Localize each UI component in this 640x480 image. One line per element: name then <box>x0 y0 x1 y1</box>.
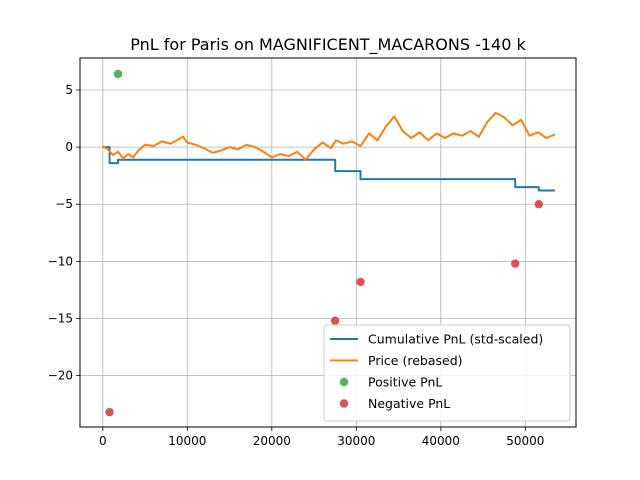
y-tick-label: 5 <box>65 83 73 97</box>
legend-label: Positive PnL <box>368 375 442 390</box>
cumulative-pnl-line <box>102 146 555 192</box>
legend-label: Negative PnL <box>368 396 450 411</box>
scatter-point <box>356 277 365 287</box>
x-tick-label: 30000 <box>337 434 375 448</box>
legend-marker <box>339 377 349 387</box>
x-tick-label: 50000 <box>506 434 544 448</box>
series-layer <box>102 69 556 417</box>
legend-label: Price (rebased) <box>368 353 463 368</box>
plot-frame <box>79 57 577 428</box>
x-tick-label: 40000 <box>422 434 460 448</box>
y-tick-label: −5 <box>55 197 73 211</box>
scatter-point <box>534 200 544 209</box>
chart-title: PnL for Paris on MAGNIFICENT_MACARONS -1… <box>130 35 526 55</box>
legend-marker <box>339 399 349 408</box>
legend-box <box>323 324 571 422</box>
legend: Cumulative PnL (std-scaled) Price (rebase… <box>323 324 571 422</box>
y-tick-label: 0 <box>65 140 73 154</box>
y-tick-label: −10 <box>48 254 73 268</box>
y-axis: 5 0 −5 −10 −15 −20 <box>48 83 80 383</box>
scatter-point <box>105 407 114 417</box>
x-tick-label: 10000 <box>168 434 206 448</box>
x-tick-label: 0 <box>99 434 107 448</box>
x-axis: 0 10000 20000 30000 40000 50000 <box>99 427 544 448</box>
legend-label: Cumulative PnL (std-scaled) <box>368 332 543 347</box>
scatter-point <box>510 259 520 268</box>
y-tick-label: −15 <box>48 311 73 325</box>
scatter-point <box>113 69 123 79</box>
y-tick-label: −20 <box>48 369 73 383</box>
x-tick-label: 20000 <box>253 434 291 448</box>
price-line <box>102 111 556 161</box>
scatter-point <box>330 316 340 325</box>
